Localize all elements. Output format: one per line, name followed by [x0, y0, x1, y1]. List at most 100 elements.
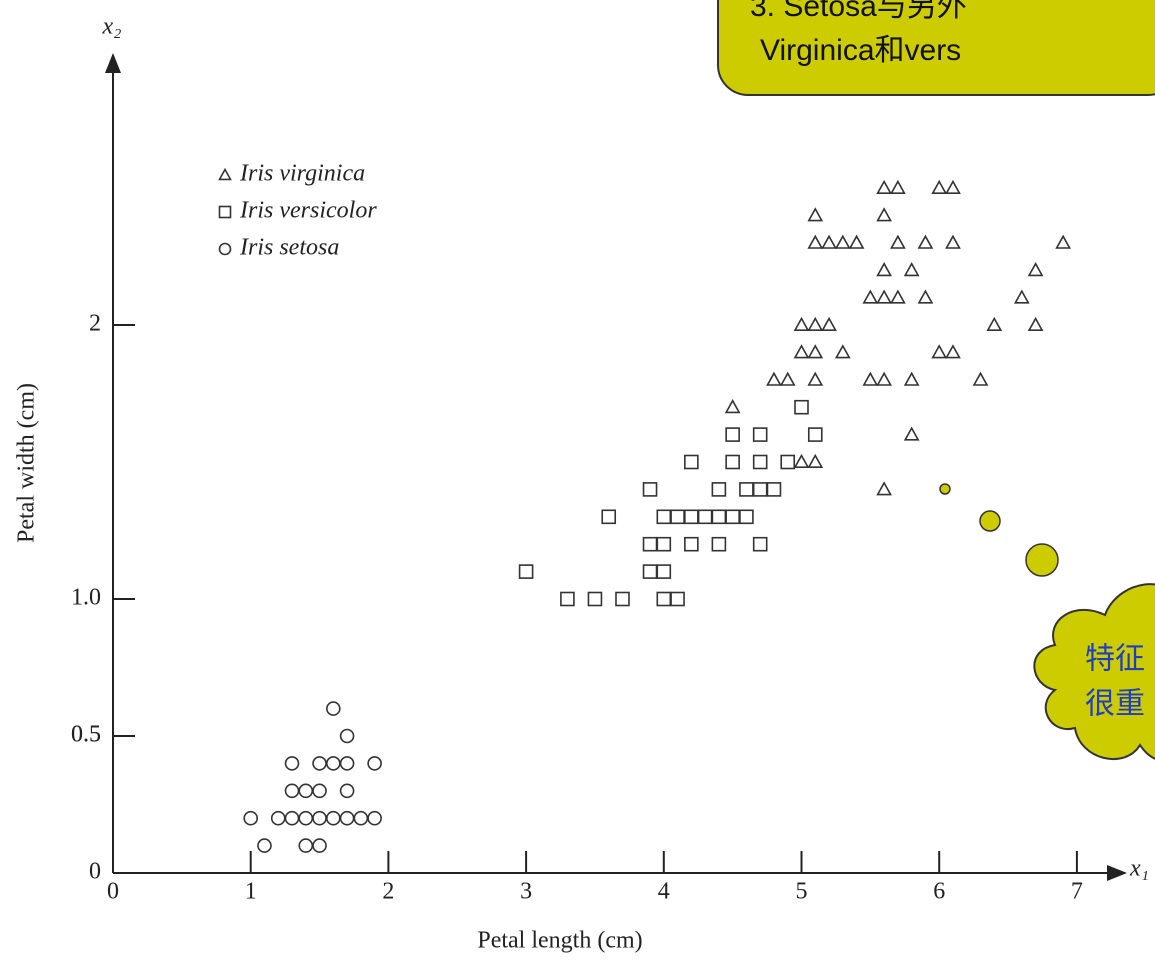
circle-point	[286, 784, 299, 797]
x-tick-label: 7	[1071, 879, 1083, 905]
x-tick-label: 2	[382, 879, 394, 905]
circle-point	[368, 812, 381, 825]
triangle-point	[946, 346, 959, 358]
circle-point	[327, 702, 340, 715]
triangle-point	[1015, 291, 1028, 303]
square-point	[795, 401, 808, 414]
y-symbol: x₂	[102, 14, 122, 40]
callout-line: Virginica和vers	[760, 34, 961, 67]
square-point	[712, 510, 725, 523]
legend-marker	[220, 170, 231, 180]
triangle-point	[919, 236, 932, 248]
circle-point	[272, 812, 285, 825]
triangle-point	[878, 291, 891, 303]
triangle-point	[946, 236, 959, 248]
square-point	[740, 510, 753, 523]
y-tick-label: 0.5	[71, 722, 101, 748]
circle-point	[299, 839, 312, 852]
legend-label: Iris virginica	[239, 161, 365, 187]
triangle-point	[767, 373, 780, 385]
y-tick-label: 2	[89, 311, 101, 337]
x-symbol: x₁	[1129, 856, 1149, 882]
callout-line: 3. Setosa与另外	[750, 0, 967, 23]
triangle-point	[891, 236, 904, 248]
square-point	[712, 483, 725, 496]
triangle-point	[905, 428, 918, 440]
square-point	[754, 456, 767, 469]
triangle-point	[878, 483, 891, 495]
square-point	[685, 456, 698, 469]
triangle-point	[933, 346, 946, 358]
triangle-point	[836, 236, 849, 248]
triangle-point	[891, 291, 904, 303]
circle-point	[313, 757, 326, 770]
triangle-point	[795, 319, 808, 331]
legend-label: Iris versicolor	[239, 198, 377, 224]
triangle-point	[809, 319, 822, 331]
square-point	[726, 428, 739, 441]
square-point	[644, 565, 657, 578]
square-point	[740, 483, 753, 496]
triangle-point	[1057, 236, 1070, 248]
triangle-point	[850, 236, 863, 248]
thought-dot	[980, 511, 1000, 531]
triangle-point	[1029, 319, 1042, 331]
square-point	[726, 456, 739, 469]
square-point	[616, 593, 629, 606]
legend-marker	[220, 244, 231, 255]
legend-marker	[220, 207, 231, 218]
square-point	[644, 483, 657, 496]
triangle-point	[864, 291, 877, 303]
triangle-point	[905, 264, 918, 276]
circle-point	[299, 812, 312, 825]
circle-point	[244, 812, 257, 825]
square-point	[685, 538, 698, 551]
circle-point	[341, 784, 354, 797]
square-point	[657, 510, 670, 523]
square-point	[520, 565, 533, 578]
triangle-point	[878, 373, 891, 385]
triangle-point	[878, 209, 891, 221]
triangle-point	[809, 456, 822, 468]
triangle-point	[809, 373, 822, 385]
circle-point	[313, 784, 326, 797]
triangle-point	[795, 346, 808, 358]
square-point	[671, 510, 684, 523]
square-point	[754, 483, 767, 496]
square-point	[781, 456, 794, 469]
triangle-point	[919, 291, 932, 303]
x-tick-label: 1	[245, 879, 257, 905]
x-tick-label: 5	[796, 879, 808, 905]
square-point	[644, 538, 657, 551]
triangle-point	[809, 346, 822, 358]
square-point	[685, 510, 698, 523]
circle-point	[341, 812, 354, 825]
circle-point	[327, 812, 340, 825]
triangle-point	[726, 401, 739, 413]
circle-point	[354, 812, 367, 825]
circle-point	[341, 757, 354, 770]
x-tick-label: 0	[107, 879, 119, 905]
square-point	[588, 593, 601, 606]
triangle-point	[878, 264, 891, 276]
triangle-point	[809, 236, 822, 248]
triangle-point	[891, 182, 904, 194]
triangle-point	[988, 319, 1001, 331]
circle-point	[286, 812, 299, 825]
square-point	[726, 510, 739, 523]
circle-point	[258, 839, 271, 852]
triangle-point	[864, 373, 877, 385]
square-point	[561, 593, 574, 606]
x-axis-label: Petal length (cm)	[477, 928, 642, 954]
y-tick-label: 1.0	[71, 585, 101, 611]
thought-dot	[940, 484, 950, 494]
slide: Petal length (cm) Petal width (cm) x₁ x₂…	[0, 0, 1155, 963]
triangle-point	[905, 373, 918, 385]
triangle-point	[933, 182, 946, 194]
square-point	[671, 593, 684, 606]
triangle-point	[823, 319, 836, 331]
thought-text: 很重	[1085, 687, 1145, 722]
circle-point	[299, 784, 312, 797]
triangle-point	[878, 182, 891, 194]
triangle-point	[836, 346, 849, 358]
